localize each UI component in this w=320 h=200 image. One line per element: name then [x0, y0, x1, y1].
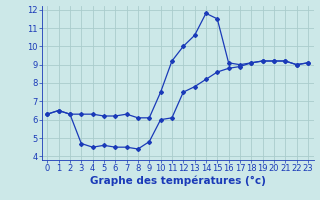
X-axis label: Graphe des températures (°c): Graphe des températures (°c): [90, 176, 266, 186]
